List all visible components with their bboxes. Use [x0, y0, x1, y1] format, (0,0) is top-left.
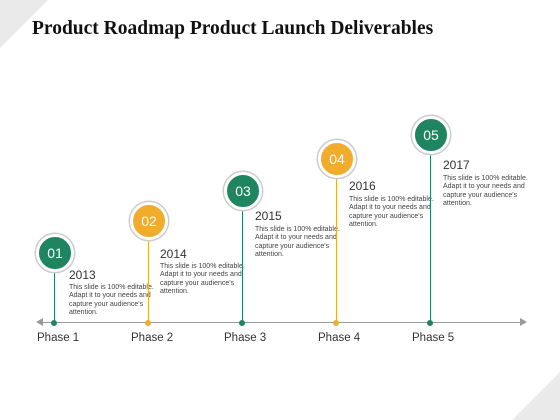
milestone-axis-dot: [333, 320, 339, 326]
milestone-badge: 04: [318, 140, 356, 178]
milestone-description: This slide is 100% editable. Adapt it to…: [69, 284, 154, 317]
phase-label: Phase 2: [131, 332, 174, 344]
milestone-stem: [54, 268, 55, 322]
milestone-year: 2013: [69, 268, 96, 282]
corner-decoration-bottom-right: [512, 372, 560, 420]
timeline-axis: [40, 322, 524, 323]
milestone-year: 2015: [255, 209, 282, 223]
slide-title: Product Roadmap Product Launch Deliverab…: [32, 18, 434, 39]
milestone-axis-dot: [145, 320, 151, 326]
milestone-year: 2014: [160, 247, 187, 261]
milestone-axis-dot: [51, 320, 57, 326]
milestone-badge: 03: [224, 172, 262, 210]
milestone-axis-dot: [239, 320, 245, 326]
corner-decoration-top-left: [0, 0, 48, 48]
milestone-axis-dot: [427, 320, 433, 326]
phase-label: Phase 3: [224, 332, 267, 344]
milestone-stem: [148, 236, 149, 322]
milestone-description: This slide is 100% editable. Adapt it to…: [160, 263, 245, 296]
milestone-badge: 01: [36, 234, 74, 272]
milestone-number: 01: [47, 245, 63, 261]
axis-arrow-right: [520, 318, 527, 326]
milestone-badge: 05: [412, 116, 450, 154]
milestone-year: 2017: [443, 158, 470, 172]
milestone-number: 05: [423, 127, 439, 143]
milestone-description: This slide is 100% editable. Adapt it to…: [349, 196, 434, 229]
milestone-description: This slide is 100% editable. Adapt it to…: [255, 226, 340, 259]
phase-label: Phase 1: [37, 332, 80, 344]
phase-label: Phase 4: [318, 332, 361, 344]
milestone-year: 2016: [349, 179, 376, 193]
phase-label: Phase 5: [412, 332, 455, 344]
axis-arrow-left: [36, 318, 43, 326]
milestone-stem: [336, 174, 337, 322]
milestone-badge: 02: [130, 202, 168, 240]
milestone-stem: [242, 206, 243, 322]
milestone-number: 02: [141, 213, 157, 229]
milestone-stem: [430, 150, 431, 322]
milestone-number: 04: [329, 151, 345, 167]
milestone-number: 03: [235, 183, 251, 199]
milestone-description: This slide is 100% editable. Adapt it to…: [443, 175, 528, 208]
